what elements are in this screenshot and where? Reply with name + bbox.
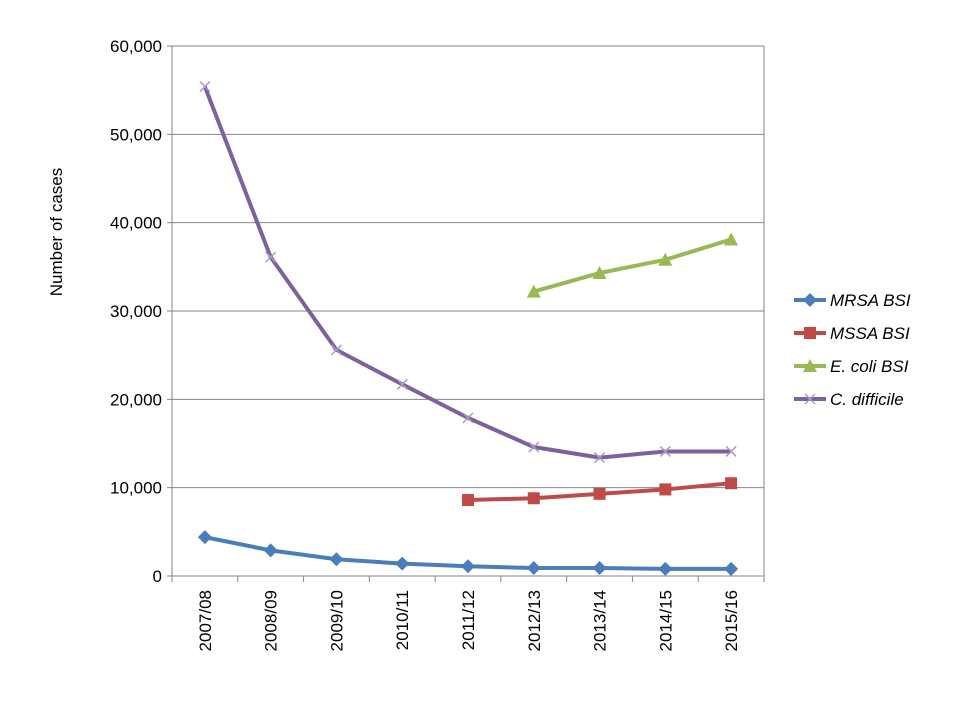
data-point	[330, 344, 342, 356]
y-tick-label: 40,000	[110, 214, 162, 233]
data-point	[526, 284, 541, 298]
series-line-3	[203, 85, 732, 460]
data-point	[592, 561, 607, 576]
data-point	[199, 81, 211, 93]
legend-label: E. coli BSI	[830, 357, 909, 376]
series-line-2	[533, 237, 732, 294]
legend-label: MRSA BSI	[830, 291, 911, 310]
data-point	[725, 477, 738, 490]
data-point	[396, 378, 408, 390]
data-point	[659, 445, 671, 457]
x-tick-label: 2008/09	[262, 590, 281, 651]
data-point	[593, 487, 606, 500]
x-tick-label: 2009/10	[327, 590, 346, 651]
y-axis-label: Number of cases	[47, 168, 66, 297]
data-point	[592, 266, 607, 280]
legend-label: C. difficile	[830, 390, 904, 409]
data-point	[594, 452, 606, 464]
x-tick-label: 2007/08	[196, 590, 215, 651]
data-point	[658, 561, 673, 576]
x-tick-label: 2015/16	[722, 590, 741, 651]
y-tick-label: 60,000	[110, 37, 162, 56]
data-point	[724, 561, 739, 576]
data-point	[395, 556, 410, 571]
x-tick-label: 2011/12	[459, 590, 478, 650]
data-point	[659, 483, 672, 496]
data-point	[197, 530, 212, 545]
data-point	[724, 232, 739, 246]
x-tick-label: 2014/15	[656, 590, 675, 651]
legend-marker	[804, 327, 816, 339]
y-tick-label: 50,000	[110, 125, 162, 144]
data-point	[526, 561, 541, 576]
x-tick-label: 2010/11	[393, 590, 412, 650]
y-tick-label: 20,000	[110, 390, 162, 409]
y-tick-label: 0	[153, 567, 162, 586]
data-point	[329, 552, 344, 567]
data-point	[527, 492, 540, 505]
legend-label: MSSA BSI	[830, 324, 910, 343]
data-point	[528, 441, 540, 453]
legend-marker	[803, 293, 817, 307]
y-tick-label: 30,000	[110, 302, 162, 321]
data-point	[263, 543, 278, 558]
legend-marker	[803, 359, 817, 372]
data-point	[462, 494, 474, 507]
x-tick-label: 2013/14	[591, 590, 610, 651]
data-point	[462, 412, 474, 424]
data-point	[658, 252, 673, 266]
legend-marker	[804, 393, 816, 405]
data-point	[461, 559, 475, 574]
y-tick-label: 10,000	[110, 479, 162, 498]
data-point	[265, 251, 277, 263]
data-point	[725, 445, 737, 457]
x-tick-label: 2012/13	[525, 590, 544, 651]
